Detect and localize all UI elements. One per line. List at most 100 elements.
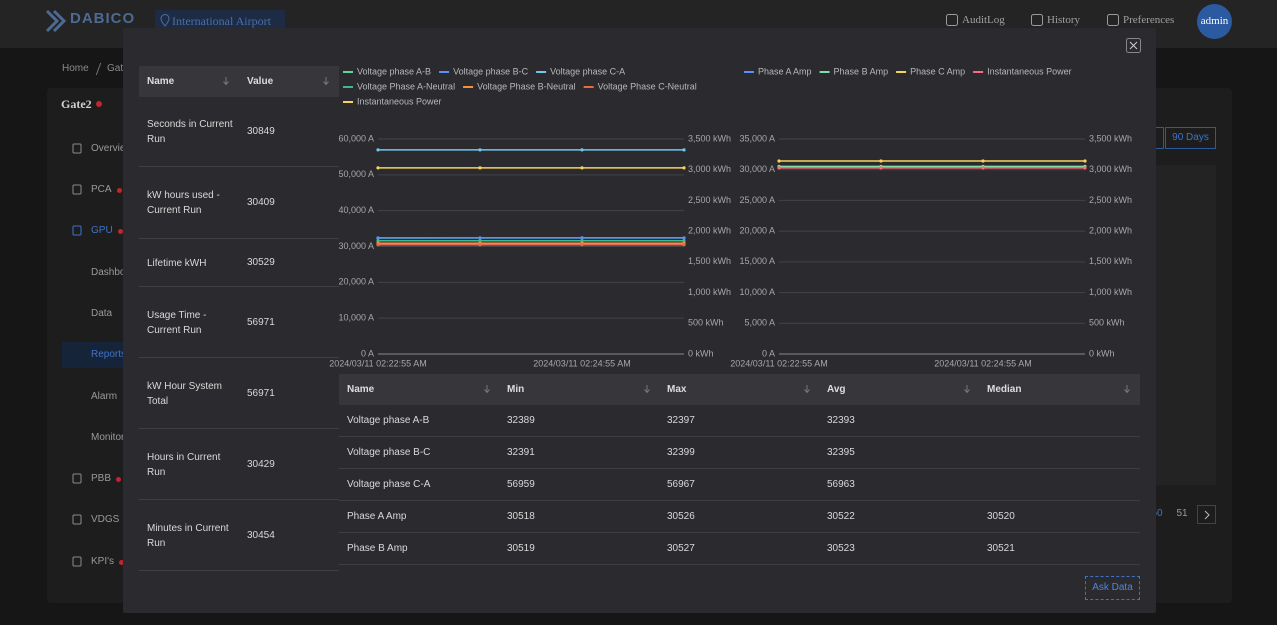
cell-name: Usage Time - Current Run: [147, 287, 235, 358]
sidebar-icon: [72, 473, 82, 484]
cell-value: 30454: [247, 529, 275, 541]
page-number[interactable]: 50: [1151, 508, 1163, 519]
column-header[interactable]: Name: [347, 384, 375, 395]
sidebar-icon: [72, 184, 82, 195]
sidebar-icon: [72, 225, 82, 236]
next-page[interactable]: [1197, 505, 1216, 524]
cell: 32393: [827, 415, 855, 426]
cell: 30526: [667, 511, 695, 522]
page-title: Gate2: [61, 97, 92, 111]
cell-text: Hours in Current Run: [147, 451, 221, 478]
sidebar-item[interactable]: VDGS: [91, 514, 120, 525]
ask-data-button[interactable]: Ask Data: [1085, 576, 1140, 600]
alert-dot: [96, 101, 102, 107]
user-avatar[interactable]: admin: [1197, 4, 1232, 39]
column-header[interactable]: Median: [987, 384, 1022, 395]
row-border: [139, 238, 339, 239]
row-border: [139, 428, 339, 429]
cell: 56959: [507, 479, 535, 490]
cell: 32397: [667, 415, 695, 426]
cell: Voltage phase B-C: [347, 447, 431, 458]
row-border: [339, 564, 1140, 565]
alert-dot: [117, 188, 122, 193]
sidebar-item[interactable]: Overview: [91, 143, 133, 154]
cell: 32395: [827, 447, 855, 458]
row-border: [139, 499, 339, 500]
page-number[interactable]: 51: [1176, 508, 1188, 519]
sidebar-item[interactable]: Monitor: [91, 432, 125, 443]
nav-item[interactable]: Preferences: [1123, 14, 1175, 26]
alert-dot: [118, 229, 123, 234]
sidebar-item[interactable]: Dashboard: [91, 267, 140, 278]
row-border: [339, 468, 1140, 469]
nav-icon: [946, 14, 958, 26]
breadcrumb-sep: [92, 63, 102, 75]
nav-icon: [1107, 14, 1119, 26]
cell-name: kW hours used - Current Run: [147, 167, 235, 239]
cell-text: Seconds in Current Run: [147, 119, 233, 145]
cell-text: Minutes in Current Run: [147, 522, 229, 549]
row-border: [139, 286, 339, 287]
cell: Voltage phase A-B: [347, 415, 430, 426]
cell-text: kW Hour System Total: [147, 380, 223, 407]
cell-name: Lifetime kWH: [147, 239, 235, 287]
range-button[interactable]: 90 Days: [1165, 127, 1216, 149]
table-header: [139, 66, 339, 97]
sort-icon: [223, 77, 229, 86]
sidebar-item[interactable]: PCA: [91, 184, 112, 195]
column-header[interactable]: Avg: [827, 384, 846, 395]
cell: 30527: [667, 543, 695, 554]
cell-text: kW hours used - Current Run: [147, 190, 220, 216]
sidebar-item[interactable]: GPU: [91, 225, 113, 236]
column-header[interactable]: Max: [667, 384, 687, 395]
cell: Phase A Amp: [347, 511, 407, 522]
location-pill[interactable]: International Airport: [155, 10, 285, 32]
sort-icon: [323, 77, 329, 86]
cell: 30519: [507, 543, 535, 554]
sidebar-item[interactable]: Alarm: [91, 391, 118, 402]
cell-name: Minutes in Current Run: [147, 500, 235, 571]
sidebar-item[interactable]: KPI's: [91, 556, 115, 567]
row-border: [139, 166, 339, 167]
cell: 32391: [507, 447, 535, 458]
sidebar-icon: [72, 514, 82, 525]
sidebar-item[interactable]: Reports: [91, 349, 127, 360]
column-header[interactable]: Min: [507, 384, 525, 395]
alert-dot: [116, 477, 121, 482]
nav-item[interactable]: History: [1047, 14, 1080, 26]
sort-icon: [484, 385, 490, 394]
close-button[interactable]: [1126, 38, 1141, 53]
nav-item[interactable]: AuditLog: [962, 14, 1005, 26]
sidebar-item[interactable]: PBB: [91, 473, 112, 484]
cell-value: 30429: [247, 458, 275, 470]
sidebar-icon: [72, 143, 82, 154]
logo: DABICO: [70, 10, 136, 27]
sidebar-item[interactable]: Data: [91, 308, 113, 319]
cell-value: 56971: [247, 387, 275, 399]
row-border: [339, 500, 1140, 501]
row-border: [139, 357, 339, 358]
cell-value: 30529: [247, 257, 275, 268]
alert-dot: [119, 560, 124, 565]
cell: 56963: [827, 479, 855, 490]
row-border: [339, 532, 1140, 533]
cell-name: Seconds in Current Run: [147, 97, 235, 167]
cell-text: Lifetime kWH: [147, 257, 207, 269]
sort-icon: [804, 385, 810, 394]
cell: 32389: [507, 415, 535, 426]
cell: 30518: [507, 511, 535, 522]
sidebar-icon: [72, 556, 82, 567]
cell: 30523: [827, 543, 855, 554]
breadcrumb-item[interactable]: Home: [62, 63, 89, 74]
nav-icon: [1031, 14, 1043, 26]
breadcrumb-item[interactable]: Gate2: [107, 63, 135, 74]
sort-icon: [964, 385, 970, 394]
cell: 30521: [987, 543, 1015, 554]
column-header[interactable]: Value: [247, 76, 274, 87]
cell: 32399: [667, 447, 695, 458]
report-modal: [123, 28, 1156, 613]
sort-icon: [1124, 385, 1130, 394]
cell-value: 30849: [247, 126, 275, 137]
cell: 30522: [827, 511, 855, 522]
column-header[interactable]: Name: [147, 76, 175, 87]
